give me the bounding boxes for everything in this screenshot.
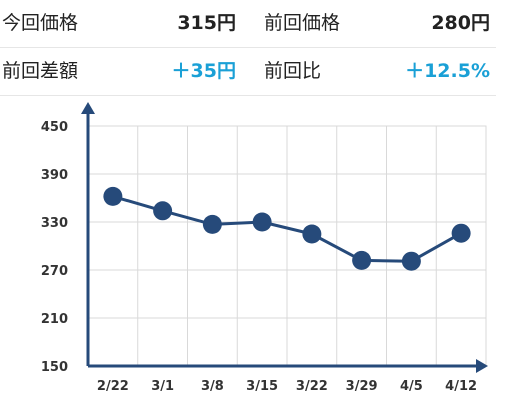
y-axis-arrow-icon bbox=[81, 102, 95, 114]
x-tick-label: 3/8 bbox=[201, 379, 224, 394]
x-tick-label: 2/22 bbox=[97, 379, 129, 394]
current-price-label: 今回価格 bbox=[2, 12, 79, 34]
price-difference-label: 前回差額 bbox=[2, 60, 79, 82]
price-ratio-value: ＋12.5% bbox=[405, 60, 490, 82]
price-summary: 今回価格 315円 前回価格 280円 前回差額 ＋35円 前回比 ＋12.5% bbox=[0, 0, 528, 96]
y-tick-label: 270 bbox=[41, 264, 68, 279]
y-tick-label: 150 bbox=[41, 360, 68, 375]
x-tick-label: 3/1 bbox=[151, 379, 174, 394]
x-tick-label: 3/22 bbox=[296, 379, 328, 394]
data-point bbox=[153, 201, 173, 221]
price-trend-chart: 450 390 330 270 210 150 2/22 3/1 3/8 3/15 3/22 3/29… bbox=[41, 102, 488, 394]
y-tick-label: 450 bbox=[41, 120, 68, 135]
data-point bbox=[252, 212, 272, 232]
x-axis-arrow-icon bbox=[476, 359, 488, 373]
x-tick-label: 4/12 bbox=[445, 379, 477, 394]
data-point bbox=[302, 224, 322, 244]
data-point bbox=[352, 250, 372, 270]
y-tick-label: 210 bbox=[41, 312, 68, 327]
price-ratio-label: 前回比 bbox=[264, 60, 322, 82]
previous-price-label: 前回価格 bbox=[264, 12, 341, 34]
data-point bbox=[202, 214, 222, 234]
change-row: 前回差額 ＋35円 前回比 ＋12.5% bbox=[0, 48, 496, 96]
data-point bbox=[401, 251, 421, 271]
current-price-value: 315円 bbox=[177, 12, 236, 34]
y-tick-label: 390 bbox=[41, 168, 68, 183]
previous-price-value: 280円 bbox=[431, 12, 490, 34]
data-point bbox=[103, 186, 123, 206]
x-tick-label: 3/29 bbox=[346, 379, 378, 394]
x-tick-label: 3/15 bbox=[246, 379, 278, 394]
price-difference-value: ＋35円 bbox=[171, 60, 236, 82]
price-row: 今回価格 315円 前回価格 280円 bbox=[0, 0, 496, 48]
y-tick-label: 330 bbox=[41, 216, 68, 231]
x-tick-label: 4/5 bbox=[400, 379, 423, 394]
data-point bbox=[451, 223, 471, 243]
